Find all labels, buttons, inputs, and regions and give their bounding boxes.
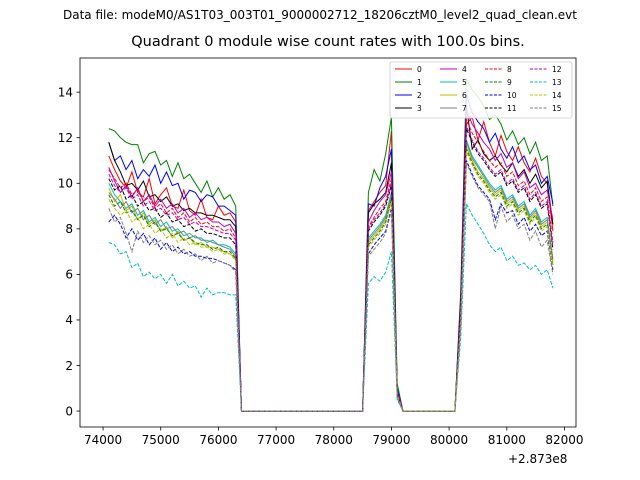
legend-label-10: 10 <box>507 91 517 100</box>
series-line-1 <box>108 78 554 412</box>
series-line-10 <box>108 160 554 412</box>
legend-label-12: 12 <box>552 65 562 74</box>
legend-label-4: 4 <box>462 65 467 74</box>
x-tick-label: 77000 <box>257 433 295 447</box>
y-tick-label: 6 <box>65 268 73 282</box>
chart-title: Quadrant 0 module wise count rates with … <box>131 34 525 50</box>
x-tick-label: 80000 <box>430 433 468 447</box>
y-tick-label: 10 <box>58 177 73 191</box>
legend-label-6: 6 <box>462 91 467 100</box>
series-line-2 <box>108 94 554 412</box>
series-line-0 <box>108 116 554 412</box>
legend-label-8: 8 <box>507 65 512 74</box>
legend-label-15: 15 <box>552 104 562 113</box>
x-tick-label: 79000 <box>372 433 410 447</box>
legend-label-1: 1 <box>417 78 422 87</box>
legend-label-11: 11 <box>507 104 517 113</box>
series-line-3 <box>108 105 554 412</box>
chart-suptitle: Data file: modeM0/AS1T03_003T01_90000027… <box>63 8 577 22</box>
legend-label-5: 5 <box>462 78 467 87</box>
x-tick-label: 76000 <box>199 433 237 447</box>
x-tick-label: 78000 <box>315 433 353 447</box>
legend-frame <box>389 61 573 119</box>
axes-frame <box>79 57 577 428</box>
legend-label-9: 9 <box>507 78 512 87</box>
legend-label-13: 13 <box>552 78 562 87</box>
legend-label-7: 7 <box>462 104 467 113</box>
y-tick-label: 8 <box>65 222 73 236</box>
x-tick-label: 82000 <box>545 433 583 447</box>
x-offset-label: +2.873e8 <box>508 452 568 466</box>
y-tick-label: 12 <box>58 131 73 145</box>
series-line-15 <box>108 162 554 412</box>
y-tick-label: 2 <box>65 359 73 373</box>
legend-label-0: 0 <box>417 65 422 74</box>
y-tick-label: 14 <box>58 85 73 99</box>
x-tick-label: 74000 <box>84 433 122 447</box>
series-line-12 <box>108 126 554 412</box>
legend-label-14: 14 <box>552 91 562 100</box>
series-line-8 <box>108 119 554 412</box>
legend-label-2: 2 <box>417 91 422 100</box>
series-line-11 <box>108 128 554 412</box>
legend-label-3: 3 <box>417 104 422 113</box>
y-tick-label: 4 <box>65 313 73 327</box>
x-tick-label: 75000 <box>142 433 180 447</box>
y-tick-label: 0 <box>65 404 73 418</box>
series-group <box>108 78 554 412</box>
series-line-14 <box>108 151 554 412</box>
x-tick-label: 81000 <box>488 433 526 447</box>
